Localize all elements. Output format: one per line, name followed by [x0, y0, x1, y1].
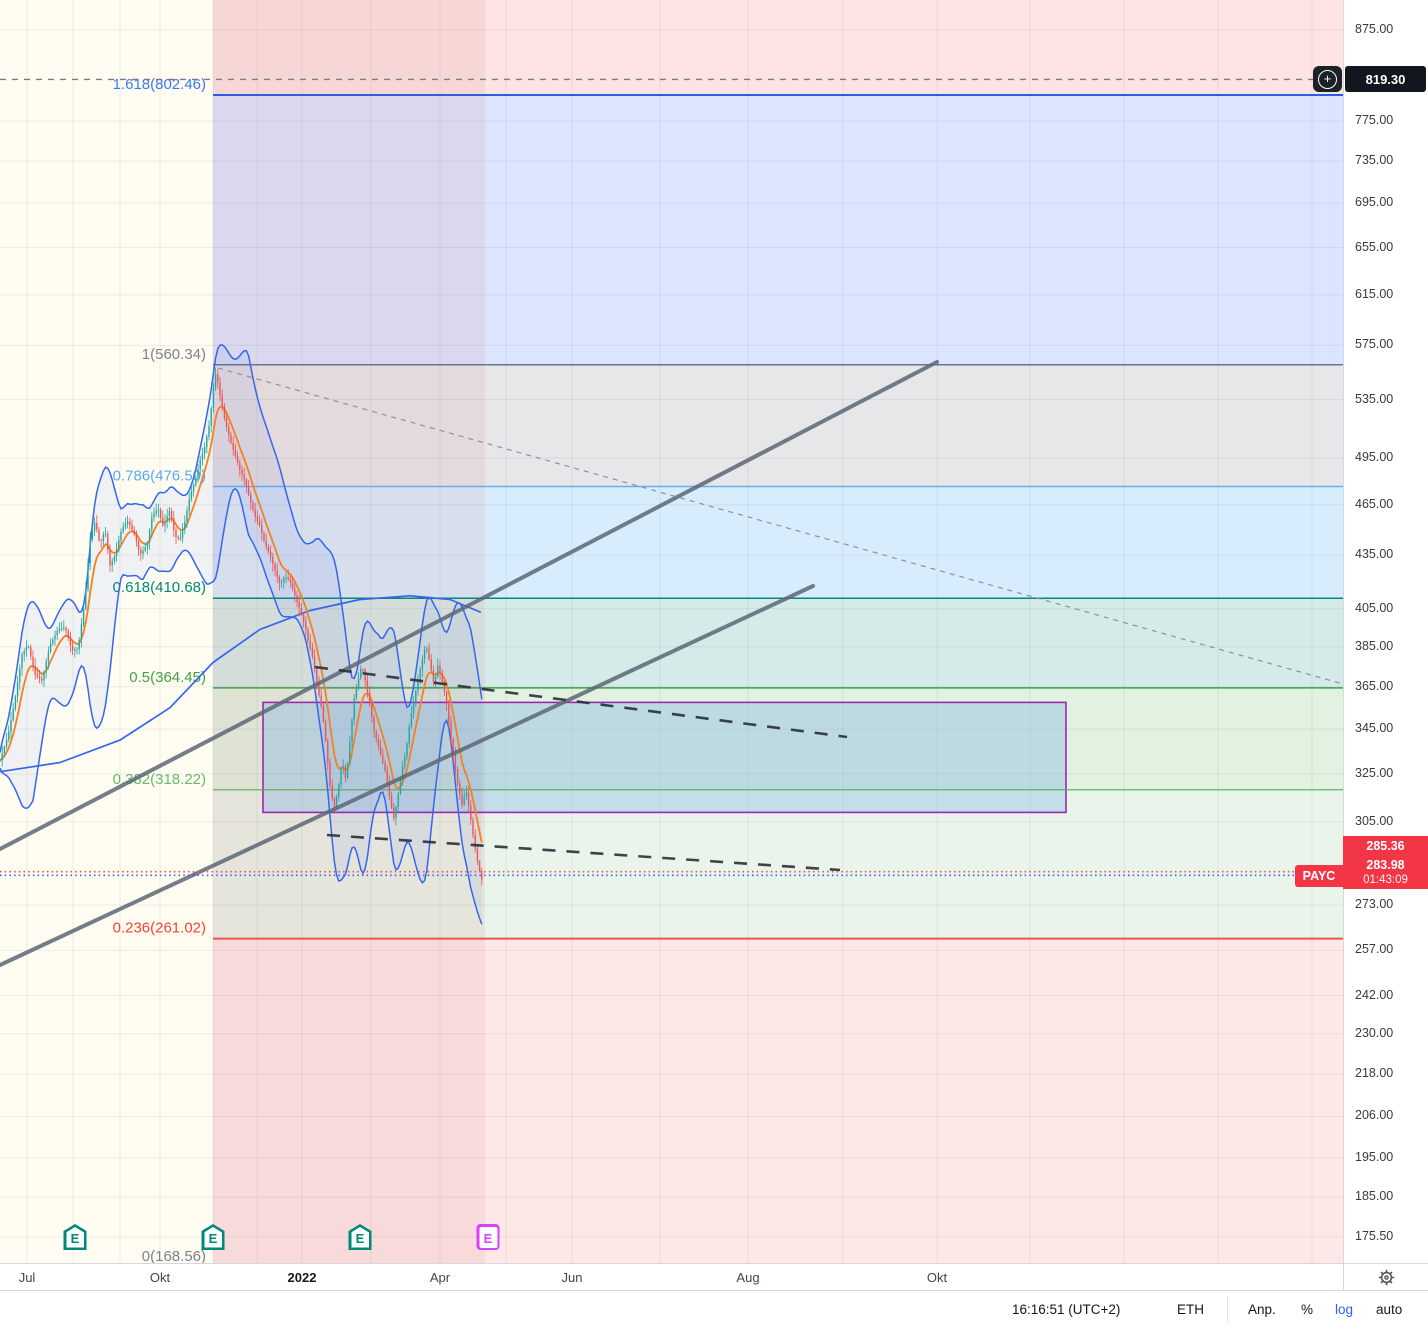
add-alert-plus-button[interactable]: + — [1313, 66, 1342, 93]
purple-rectangle-drawing — [262, 701, 1067, 814]
price-dotted-lines — [0, 870, 1343, 877]
bollinger-upper — [0, 344, 483, 753]
price-tick: 195.00 — [1355, 1149, 1394, 1164]
fib-label-0.786: 0.786(476.50) — [113, 468, 206, 485]
price-tick: 465.00 — [1355, 496, 1394, 511]
price-tick: 575.00 — [1355, 337, 1394, 352]
auto-scale-toggle[interactable]: auto — [1376, 1302, 1403, 1317]
chart-svg: 1.618(802.46) 1(560.34) 0.786(476.50) 0.618… — [0, 0, 1343, 1263]
earnings-marker-icon[interactable]: E — [63, 1224, 87, 1250]
price-axis[interactable]: 875.00 775.00 735.00 695.00 655.00 615.00 575.… — [1343, 0, 1428, 1263]
time-label: Jul — [18, 1270, 36, 1285]
time-label: Okt — [926, 1270, 948, 1285]
earnings-marker-icon[interactable]: E — [476, 1224, 500, 1250]
price-tick: 615.00 — [1355, 286, 1394, 301]
earnings-marker-icon[interactable]: E — [201, 1224, 225, 1250]
price-tick: 435.00 — [1355, 546, 1394, 561]
price-tick: 775.00 — [1355, 113, 1394, 128]
price-tick: 405.00 — [1355, 600, 1394, 615]
fib-label-0.5: 0.5(364.45) — [129, 669, 206, 686]
long-ma-line — [0, 594, 482, 773]
grid — [0, 0, 1343, 1263]
toolbar-divider — [1227, 1296, 1228, 1322]
candles — [0, 367, 483, 886]
gear-icon — [1378, 1269, 1395, 1286]
last-price-badge: 283.98 01:43:09 — [1343, 856, 1428, 890]
time-label: Okt — [149, 1270, 171, 1285]
price-marker-badge: 819.30 — [1345, 66, 1426, 93]
background — [0, 0, 213, 1263]
price-tick: 305.00 — [1355, 813, 1394, 828]
bar-countdown: 01:43:09 — [1363, 873, 1408, 886]
price-tick: 385.00 — [1355, 638, 1394, 653]
time-label: Apr — [429, 1270, 451, 1285]
trend-lines — [0, 360, 1343, 967]
price-tick: 242.00 — [1355, 987, 1394, 1002]
earnings-letter: E — [355, 1231, 365, 1246]
last-price-value: 283.98 — [1366, 857, 1405, 872]
time-axis[interactable]: Jul Okt 2022 Apr Jun Aug Okt — [0, 1263, 1343, 1291]
price-tick: 175.50 — [1355, 1228, 1394, 1243]
price-tick: 206.00 — [1355, 1108, 1394, 1123]
time-label: Aug — [736, 1270, 760, 1285]
time-label: Jun — [561, 1270, 583, 1285]
earnings-letter: E — [483, 1231, 493, 1246]
fib-levels: 1.618(802.46) 1(560.34) 0.786(476.50) 0.618… — [113, 76, 1343, 1263]
earnings-letter: E — [70, 1231, 80, 1246]
adjust-toggle[interactable]: Anp. — [1248, 1302, 1276, 1317]
price-tick: 325.00 — [1355, 765, 1394, 780]
price-tick: 495.00 — [1355, 449, 1394, 464]
price-tick: 365.00 — [1355, 678, 1394, 693]
time-label: 2022 — [287, 1270, 317, 1285]
price-tick: 695.00 — [1355, 195, 1394, 209]
price-tick: 185.00 — [1355, 1189, 1394, 1204]
fib-label-0.236: 0.236(261.02) — [113, 920, 206, 937]
symbol-price-label: PAYC — [1295, 865, 1343, 888]
price-tick: 273.00 — [1355, 896, 1394, 911]
chart-canvas[interactable]: 1.618(802.46) 1(560.34) 0.786(476.50) 0.618… — [0, 0, 1343, 1263]
fib-label-1: 1(560.34) — [142, 346, 206, 363]
indicators — [0, 344, 483, 925]
bollinger-lower — [0, 487, 483, 925]
fib-label-0: 0(168.56) — [142, 1248, 206, 1263]
price-tick: 535.00 — [1355, 391, 1394, 406]
percent-scale-toggle[interactable]: % — [1301, 1302, 1314, 1317]
price-tick: 218.00 — [1355, 1065, 1394, 1080]
prev-price-badge: 285.36 — [1343, 835, 1428, 856]
earnings-letter: E — [208, 1231, 218, 1246]
plus-icon: + — [1318, 69, 1337, 89]
price-tick: 345.00 — [1355, 721, 1394, 736]
ema-line — [0, 405, 483, 843]
price-tick: 735.00 — [1355, 152, 1394, 167]
session-eth-toggle[interactable]: ETH — [1177, 1302, 1204, 1317]
bottom-toolbar: 16:16:51 (UTC+2) ETH Anp. % log auto — [0, 1290, 1428, 1338]
fib-label-1.618: 1.618(802.46) — [113, 76, 206, 93]
price-tick: 257.00 — [1355, 942, 1394, 957]
price-tick: 230.00 — [1355, 1025, 1394, 1040]
fib-label-0.618: 0.618(410.68) — [113, 579, 206, 596]
clock-label[interactable]: 16:16:51 (UTC+2) — [1012, 1302, 1121, 1317]
earnings-marker-icon[interactable]: E — [348, 1224, 372, 1250]
axis-settings-corner[interactable] — [1343, 1263, 1428, 1291]
price-tick: 655.00 — [1355, 239, 1394, 254]
price-tick: 875.00 — [1355, 22, 1394, 36]
bollinger-fill — [0, 344, 482, 925]
fib-label-0.382: 0.382(318.22) — [113, 771, 206, 788]
log-scale-toggle[interactable]: log — [1335, 1302, 1354, 1317]
